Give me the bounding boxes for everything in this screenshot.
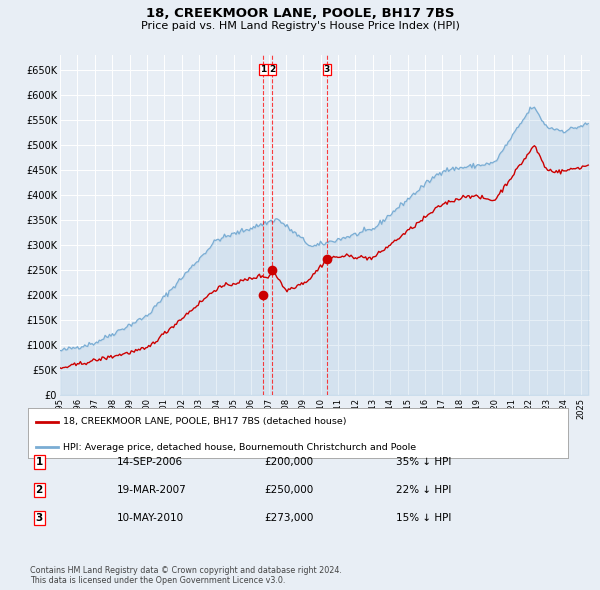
Text: 3: 3: [35, 513, 43, 523]
Text: 22% ↓ HPI: 22% ↓ HPI: [396, 485, 451, 495]
Text: HPI: Average price, detached house, Bournemouth Christchurch and Poole: HPI: Average price, detached house, Bour…: [63, 442, 416, 451]
Text: 18, CREEKMOOR LANE, POOLE, BH17 7BS (detached house): 18, CREEKMOOR LANE, POOLE, BH17 7BS (det…: [63, 417, 347, 426]
Text: 2: 2: [35, 485, 43, 495]
Text: 10-MAY-2010: 10-MAY-2010: [117, 513, 184, 523]
Text: £200,000: £200,000: [264, 457, 313, 467]
Text: 2: 2: [269, 65, 275, 74]
Text: 1: 1: [260, 65, 266, 74]
Text: 3: 3: [324, 65, 330, 74]
Text: 15% ↓ HPI: 15% ↓ HPI: [396, 513, 451, 523]
Text: £273,000: £273,000: [264, 513, 313, 523]
Text: 1: 1: [35, 457, 43, 467]
Text: 19-MAR-2007: 19-MAR-2007: [117, 485, 187, 495]
Text: Contains HM Land Registry data © Crown copyright and database right 2024.
This d: Contains HM Land Registry data © Crown c…: [30, 566, 342, 585]
Text: 18, CREEKMOOR LANE, POOLE, BH17 7BS: 18, CREEKMOOR LANE, POOLE, BH17 7BS: [146, 7, 454, 20]
Text: Price paid vs. HM Land Registry's House Price Index (HPI): Price paid vs. HM Land Registry's House …: [140, 21, 460, 31]
Text: £250,000: £250,000: [264, 485, 313, 495]
Text: 35% ↓ HPI: 35% ↓ HPI: [396, 457, 451, 467]
Text: 14-SEP-2006: 14-SEP-2006: [117, 457, 183, 467]
